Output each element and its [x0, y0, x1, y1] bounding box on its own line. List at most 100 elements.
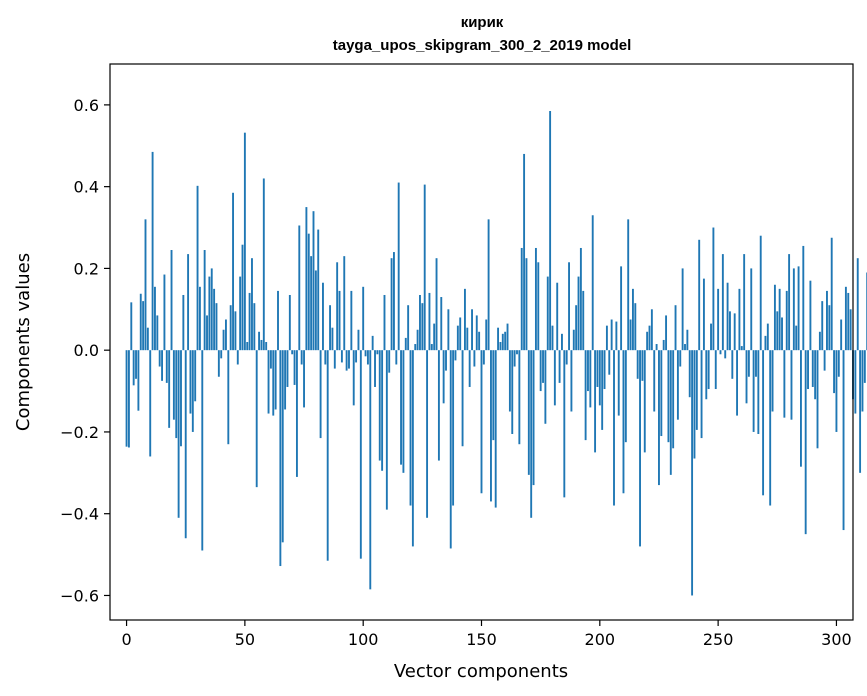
bar-223: [653, 350, 656, 412]
y-tick-label: 0.4: [74, 178, 99, 197]
bar-93: [345, 350, 348, 371]
bar-171: [530, 350, 533, 518]
bar-131: [435, 258, 438, 351]
bar-138: [452, 350, 455, 506]
bar-148: [475, 315, 478, 351]
bar-100: [362, 286, 365, 351]
bar-140: [456, 325, 459, 351]
bar-198: [594, 350, 597, 453]
bar-75: [303, 350, 305, 408]
bar-243: [700, 350, 703, 439]
bar-6: [139, 293, 142, 351]
bar-137: [449, 350, 452, 549]
bar-253: [724, 350, 727, 359]
bar-233: [676, 350, 679, 420]
bar-127: [426, 350, 429, 518]
bar-46: [234, 311, 237, 351]
bar-197: [591, 215, 594, 351]
bar-28: [191, 350, 194, 432]
bar-255: [729, 311, 731, 351]
y-tick-label: −0.6: [60, 586, 99, 605]
bar-48: [239, 276, 242, 351]
bar-30: [196, 185, 199, 351]
bar-41: [222, 329, 225, 351]
bar-305: [847, 292, 850, 351]
bar-283: [795, 325, 798, 351]
bar-234: [679, 350, 682, 367]
bar-72: [295, 350, 298, 477]
bar-286: [802, 245, 805, 351]
bar-238: [688, 350, 691, 398]
bar-32: [201, 350, 204, 551]
bar-145: [468, 350, 471, 387]
bar-40: [220, 350, 223, 359]
x-tick-label: 100: [348, 630, 379, 649]
bar-54: [253, 303, 256, 351]
bar-1: [127, 350, 130, 448]
bar-120: [409, 350, 412, 506]
bar-214: [631, 288, 634, 351]
bar-20: [172, 350, 175, 420]
bar-34: [206, 315, 208, 351]
bar-2: [130, 302, 133, 351]
bar-159: [501, 333, 504, 351]
bar-39: [217, 350, 220, 377]
bar-111: [388, 350, 391, 373]
bar-56: [258, 331, 261, 351]
bar-31: [198, 286, 201, 351]
bar-125: [421, 303, 424, 351]
bar-67: [284, 350, 287, 410]
bar-277: [781, 317, 783, 351]
bar-267: [757, 350, 760, 434]
bar-295: [823, 350, 826, 371]
bar-251: [719, 350, 722, 355]
bar-74: [300, 350, 303, 365]
bar-226: [660, 350, 663, 437]
bar-60: [267, 350, 270, 414]
bar-106: [376, 350, 379, 355]
bar-26: [187, 254, 190, 351]
bar-187: [568, 262, 570, 351]
bar-166: [518, 350, 521, 445]
bar-58: [262, 178, 265, 351]
bar-172: [532, 350, 535, 486]
bar-110: [385, 350, 388, 510]
bar-135: [445, 350, 447, 371]
bar-276: [778, 288, 781, 351]
bar-256: [731, 350, 734, 379]
y-axis-label: Components values: [13, 253, 34, 431]
bar-10: [149, 350, 152, 457]
bar-150: [480, 350, 483, 494]
bar-199: [596, 350, 599, 387]
bar-227: [662, 339, 665, 351]
bar-300: [835, 350, 838, 432]
bar-27: [189, 350, 192, 414]
bar-15: [161, 350, 163, 381]
bar-19: [170, 250, 173, 351]
bar-173: [534, 247, 537, 351]
bar-263: [747, 350, 750, 377]
bar-163: [511, 350, 514, 434]
bar-217: [639, 350, 641, 547]
y-tick-label: −0.2: [60, 423, 99, 442]
bar-84: [324, 350, 327, 365]
bar-147: [473, 350, 476, 367]
bar-116: [400, 350, 402, 465]
bar-174: [537, 262, 540, 351]
bar-225: [658, 350, 660, 486]
bar-18: [168, 350, 171, 428]
bar-155: [492, 350, 495, 441]
bar-0: [125, 350, 128, 447]
bar-191: [577, 276, 580, 351]
bar-270: [764, 335, 767, 351]
bar-5: [137, 350, 140, 411]
bar-235: [681, 268, 684, 351]
bar-282: [792, 268, 795, 351]
bar-261: [743, 254, 746, 351]
bar-65: [279, 350, 282, 567]
bar-16: [163, 274, 166, 351]
bar-229: [667, 350, 670, 443]
bar-118: [404, 337, 407, 351]
bar-201: [601, 350, 604, 430]
bar-179: [549, 111, 552, 351]
